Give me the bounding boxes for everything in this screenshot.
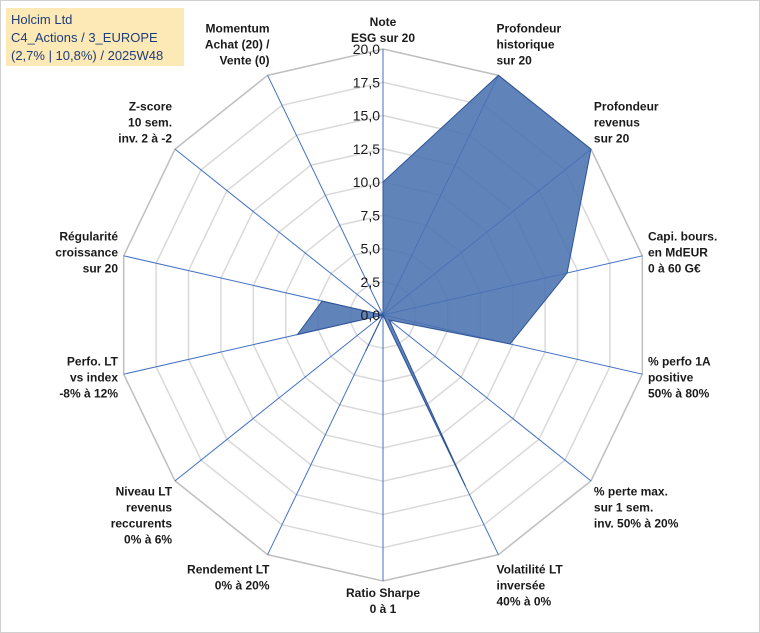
axis-label-line: Ratio Sharpe [346, 586, 420, 600]
axis-label-line: Niveau LT [116, 485, 173, 499]
axis-labels: Note ESG sur 20 Profondeur historique sur 20… [55, 15, 717, 616]
axis-label-line: Momentum [206, 22, 270, 36]
tick-label: 17,5 [353, 74, 380, 90]
chart-title-box: Holcim Ltd C4_Actions / 3_EUROPE (2,7% |… [6, 8, 184, 66]
axis-label-line: Régularité [59, 230, 118, 244]
axis-label-line: positive [648, 370, 694, 384]
axis-label-line: Profondeur [594, 99, 659, 113]
axis-label-line: Volatilité LT [496, 562, 563, 576]
company-name: Holcim Ltd [11, 12, 73, 27]
axis-spoke [382, 314, 592, 482]
axis-label-line: revenus [126, 501, 172, 515]
axis-label-line: Perfo. LT [67, 354, 119, 368]
axis-label-line: sur 20 [496, 54, 532, 68]
tick-label: 15,0 [353, 108, 380, 124]
axis-label-line: 0% à 20% [215, 578, 270, 592]
axis-label: Momentum Achat (20) / Vente (0) [205, 22, 270, 68]
tick-label: 10,0 [353, 174, 380, 190]
axis-label-line: revenus [594, 115, 640, 129]
axis-label: % perte max. sur 1 sem. inv. 50% à 20% [594, 485, 679, 531]
axis-label: Perfo. LT vs index -8% à 12% [59, 354, 118, 400]
axis-label: Note ESG sur 20 [351, 15, 415, 45]
axis-spoke [267, 75, 384, 316]
axis-label-line: en MdEUR [648, 246, 708, 260]
axis-spoke [174, 314, 384, 482]
axis-label-line: 40% à 0% [496, 594, 551, 608]
axis-label-line: inv. 2 à -2 [118, 131, 172, 145]
axis-label-line: 0% à 6% [124, 533, 172, 547]
axis-label: Volatilité LT inversée 40% à 0% [496, 562, 563, 608]
axis-label-line: vs index [70, 370, 118, 384]
axis-label-line: % perfo 1A [648, 354, 711, 368]
performance-period: (2,7% | 10,8%) / 2025W48 [11, 48, 164, 63]
axis-label: Profondeur revenus sur 20 [594, 99, 659, 145]
axis-label-line: % perte max. [594, 485, 668, 499]
axis-label: Régularité croissance sur 20 [55, 230, 118, 276]
radial-tick-labels: 0,0 2,5 5,0 7,5 10,0 12,5 15,0 17,5 20,0 [353, 41, 380, 323]
axis-label: Z-score 10 sem. inv. 2 à -2 [118, 99, 172, 145]
axis-label-line: Profondeur [496, 22, 561, 36]
axis-label-line: sur 20 [594, 131, 630, 145]
axis-label-line: ESG sur 20 [351, 31, 415, 45]
axis-label-line: sur 1 sem. [594, 501, 653, 515]
axis-label: Rendement LT 0% à 20% [187, 562, 270, 592]
axis-label-line: -8% à 12% [59, 386, 118, 400]
axis-label-line: Rendement LT [187, 562, 270, 576]
axis-label-line: 10 sem. [128, 115, 172, 129]
radar-series [296, 74, 592, 487]
series-area [296, 74, 592, 487]
tick-label: 0,0 [361, 307, 381, 323]
axis-label-line: Vente (0) [219, 54, 269, 68]
tick-label: 5,0 [361, 241, 381, 257]
axis-label: Profondeur historique sur 20 [496, 22, 561, 68]
axis-label-line: inversée [496, 578, 545, 592]
axis-spoke [267, 314, 384, 555]
axis-label: Capi. bours. en MdEUR 0 à 60 G€ [648, 230, 717, 276]
axis-label-line: Capi. bours. [648, 230, 717, 244]
tick-label: 20,0 [353, 41, 380, 57]
tick-label: 7,5 [361, 207, 381, 223]
axis-label-line: croissance [55, 246, 118, 260]
axis-label-line: Note [370, 15, 397, 29]
tick-label: 2,5 [361, 274, 381, 290]
axis-label-line: 0 à 1 [370, 602, 397, 616]
portfolio-category: C4_Actions / 3_EUROPE [11, 30, 158, 45]
axis-label: Niveau LT revenus reccurents 0% à 6% [111, 485, 173, 547]
axis-label-line: Z-score [129, 99, 173, 113]
axis-spoke [174, 148, 384, 316]
tick-label: 12,5 [353, 141, 380, 157]
axis-label-line: 0 à 60 G€ [648, 262, 701, 276]
axis-label-line: sur 20 [83, 262, 119, 276]
axis-label-line: reccurents [111, 517, 173, 531]
axis-label-line: inv. 50% à 20% [594, 517, 679, 531]
axis-label: % perfo 1A positive 50% à 80% [648, 354, 711, 400]
axis-label-line: 50% à 80% [648, 386, 710, 400]
axis-label: Ratio Sharpe 0 à 1 [346, 586, 420, 616]
axis-label-line: historique [496, 38, 554, 52]
axis-label-line: Achat (20) / [205, 38, 270, 52]
